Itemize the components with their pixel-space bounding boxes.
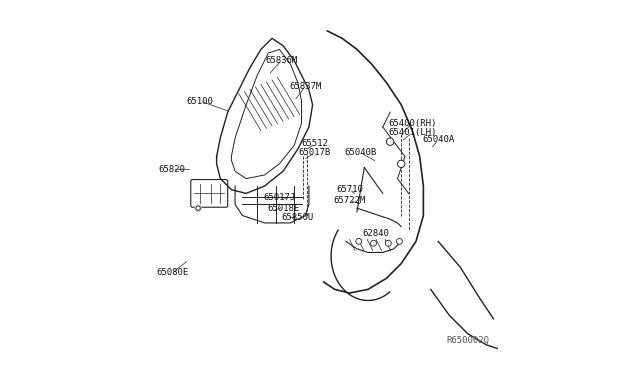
Text: 65100: 65100: [187, 97, 214, 106]
Text: 62840: 62840: [362, 230, 389, 238]
Text: 65400(RH): 65400(RH): [388, 119, 436, 128]
Text: 65710: 65710: [336, 185, 363, 194]
Text: 65836M: 65836M: [265, 56, 298, 65]
Text: 65040B: 65040B: [344, 148, 377, 157]
Circle shape: [387, 138, 394, 145]
Circle shape: [356, 238, 362, 244]
Circle shape: [385, 240, 391, 246]
Text: 65820: 65820: [159, 165, 186, 174]
Circle shape: [195, 205, 201, 211]
Text: 65017B: 65017B: [298, 148, 331, 157]
Circle shape: [396, 238, 403, 244]
Text: 65017J: 65017J: [263, 193, 296, 202]
Text: 65080E: 65080E: [156, 268, 188, 277]
Text: 65722M: 65722M: [333, 196, 365, 205]
FancyBboxPatch shape: [191, 180, 228, 207]
Circle shape: [397, 160, 405, 167]
Circle shape: [196, 206, 200, 211]
Circle shape: [195, 205, 201, 211]
Text: 65401(LH): 65401(LH): [388, 128, 436, 137]
Text: 65040A: 65040A: [422, 135, 454, 144]
Circle shape: [371, 240, 376, 246]
Text: R650002Q: R650002Q: [447, 336, 490, 345]
Text: 65837M: 65837M: [289, 82, 321, 91]
Text: 65512: 65512: [301, 139, 328, 148]
Text: 65850U: 65850U: [282, 213, 314, 222]
Text: 65018E: 65018E: [267, 203, 300, 213]
